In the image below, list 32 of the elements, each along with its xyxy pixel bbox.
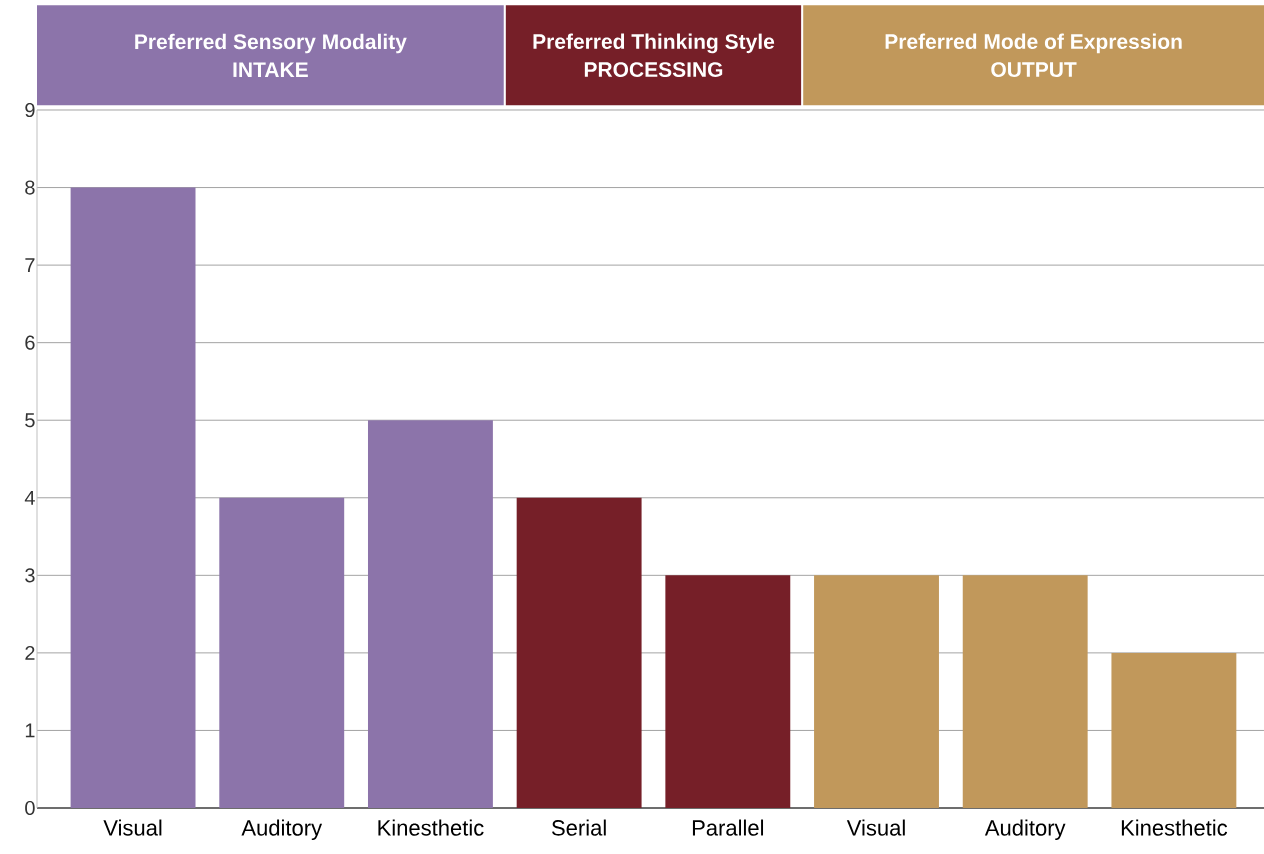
- bar: [665, 575, 791, 808]
- y-tick-label: 3: [25, 568, 35, 583]
- y-tick-label: 1: [25, 723, 35, 738]
- text: Preferred Thinking Style: [533, 33, 775, 54]
- x-tick-label: Kinesthetic: [1121, 819, 1228, 836]
- x-tick-label: Auditory: [241, 819, 323, 841]
- bar: [367, 420, 493, 808]
- y-tick-label: 4: [24, 490, 35, 505]
- x-tick-label: Parallel: [692, 819, 764, 836]
- text: Preferred Sensory Modality: [135, 33, 407, 54]
- bar: [1111, 652, 1237, 808]
- text: INTAKE: [233, 62, 308, 77]
- bar: [516, 497, 642, 808]
- bar: [219, 497, 345, 808]
- x-tick-label: Auditory: [984, 819, 1066, 841]
- text: PROCESSING: [584, 62, 723, 78]
- bar: [962, 575, 1088, 808]
- y-tick-label: 7: [25, 258, 35, 272]
- y-tick-label: 2: [25, 645, 35, 660]
- x-tick-label: Visual: [846, 819, 905, 836]
- y-tick-label: 5: [25, 413, 35, 428]
- text: OUTPUT: [991, 62, 1077, 78]
- y-tick-label: 9: [25, 102, 35, 118]
- text: Preferred Mode of Expression: [885, 33, 1182, 54]
- y-tick-label: 0: [25, 800, 35, 816]
- y-tick-label: 8: [25, 180, 35, 195]
- x-tick-label: Visual: [103, 819, 162, 836]
- y-tick-label: 6: [25, 335, 35, 350]
- bar: [814, 575, 939, 808]
- x-tick-label: Kinesthetic: [378, 819, 484, 836]
- bar: [70, 187, 196, 808]
- x-tick-label: Serial: [552, 819, 606, 836]
